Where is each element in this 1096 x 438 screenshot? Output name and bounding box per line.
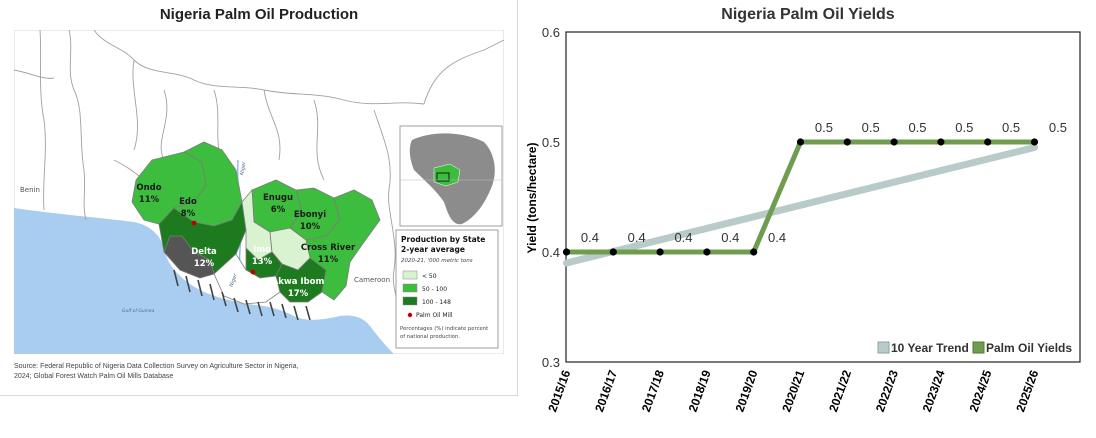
x-tick-label: 2020/21	[779, 368, 807, 414]
state-label-akwa-ibom: Akwa Ibom	[272, 277, 325, 287]
state-pct-delta: 12%	[194, 259, 215, 269]
data-label: 0.4	[674, 230, 692, 245]
x-tick-label: 2017/18	[639, 368, 667, 414]
legend-swatch-mid	[402, 283, 418, 293]
data-label: 0.5	[908, 120, 926, 135]
palm-oil-mill-marker	[250, 269, 256, 275]
yield-point	[984, 138, 992, 146]
yield-point	[937, 138, 945, 146]
state-label-cross-river: Cross River	[301, 243, 356, 253]
yield-chart: Nigeria Palm Oil Yields Yield (tons/hect…	[525, 6, 1081, 414]
yield-point	[703, 248, 711, 256]
river-label-niger: Niger	[239, 160, 247, 175]
x-tick-label: 2025/26	[1013, 368, 1041, 414]
legend-label-high: 100 - 148	[422, 299, 451, 306]
x-tick-label: 2016/17	[592, 368, 620, 414]
data-label: 0.4	[581, 230, 599, 245]
legend-mill-icon	[407, 312, 413, 318]
legend-subtitle: 2020-21, '000 metric tons	[401, 258, 473, 264]
x-tick-label: 2015/16	[545, 368, 573, 414]
state-shape-cross-river	[305, 189, 381, 301]
country-label-cameroon: Cameroon	[354, 276, 390, 284]
x-tick-label: 2022/23	[873, 368, 901, 414]
coast-hatching	[173, 269, 311, 321]
yield-point	[890, 138, 898, 146]
plot-area	[565, 31, 1081, 363]
data-label: 0.4	[768, 230, 786, 245]
legend-title-line1: Production by State	[401, 235, 485, 244]
yield-point	[1030, 138, 1039, 146]
chart-legend: 10 Year Trend Palm Oil Yields	[877, 341, 1072, 355]
state-pct-akwa-ibom: 17%	[288, 289, 309, 299]
legend-mill-label: Palm Oil Mill	[416, 312, 453, 319]
map-source: Source: Federal Republic of Nigeria Data…	[14, 363, 299, 380]
state-label-edo: Edo	[179, 197, 197, 207]
y-axis-label: Yield (tons/hectare)	[525, 143, 539, 254]
state-pct-imo: 13%	[252, 257, 273, 267]
series-layer: 0.4 0.4 0.4 0.4 0.4 0.5 0.5 0.5 0.5 0.5 0.5	[562, 120, 1067, 267]
state-pct-cross-river: 11%	[318, 255, 339, 265]
legend-swatch-trend	[877, 341, 890, 354]
place-labels: Benin Cameroon Gulf of Guinea Niger Nige…	[20, 160, 390, 314]
legend-note-line2: of national production.	[400, 334, 460, 340]
nigeria-map: Ondo 11% Edo 8% Delta 12% Enugu 6% Ebony…	[14, 30, 504, 354]
y-tick-label: 0.4	[542, 245, 560, 260]
yield-point	[656, 248, 664, 256]
data-label: 0.5	[815, 120, 833, 135]
legend-label-yields: Palm Oil Yields	[986, 341, 1072, 355]
sea-area	[14, 208, 394, 354]
legend-swatch-high	[402, 296, 418, 306]
chart-title: Nigeria Palm Oil Yields	[721, 6, 895, 23]
data-label: 0.4	[721, 230, 739, 245]
legend-title-line2: 2-year average	[401, 245, 465, 254]
y-tick-label: 0.5	[542, 135, 560, 150]
y-tick-label: 0.3	[542, 355, 560, 370]
state-label-enugu: Enugu	[263, 193, 293, 203]
yield-point	[750, 248, 758, 256]
legend-swatch-yields	[972, 341, 985, 354]
data-label: 0.5	[862, 120, 880, 135]
data-label: 0.5	[1049, 120, 1067, 135]
x-tick-label: 2021/22	[826, 368, 854, 414]
legend-label-trend: 10 Year Trend	[891, 341, 969, 355]
yield-point	[843, 138, 851, 146]
x-tick-label: 2023/24	[920, 368, 948, 414]
state-pct-edo: 8%	[181, 209, 196, 219]
y-tick-label: 0.6	[542, 25, 560, 40]
x-axis-ticks: 2015/16 2016/17 2017/18 2018/19 2019/20 2020/…	[545, 368, 1041, 414]
data-label: 0.5	[955, 120, 973, 135]
state-label-ondo: Ondo	[136, 183, 161, 193]
x-tick-label: 2019/20	[733, 368, 761, 414]
state-shape-akwa-ibom	[275, 257, 327, 303]
y-axis-ticks: 0.3 0.4 0.5 0.6	[542, 25, 560, 370]
state-pct-ebonyi: 10%	[300, 222, 321, 232]
state-label-delta: Delta	[191, 247, 217, 257]
inset-africa-map	[399, 125, 503, 227]
state-pct-ondo: 11%	[139, 195, 160, 205]
trend-line	[563, 144, 1038, 267]
legend-note-line1: Percentages (%) indicate percent	[400, 326, 488, 332]
state-label-ebonyi: Ebonyi	[294, 210, 326, 220]
state-shape-delta-swamp	[163, 235, 215, 279]
state-labels: Ondo 11% Edo 8% Delta 12% Enugu 6% Ebony…	[136, 183, 356, 299]
yield-point	[796, 138, 805, 146]
map-legend: Production by State 2-year average 2020-…	[395, 229, 499, 349]
state-label-imo: Imo	[253, 245, 271, 255]
sea-label-gulf: Gulf of Guinea	[122, 308, 155, 314]
palm-oil-mill-marker	[191, 220, 197, 226]
map-panel: Nigeria Palm Oil Production	[0, 0, 518, 396]
data-label: 0.5	[1002, 120, 1020, 135]
river-label-niger-lower: Niger	[229, 272, 240, 288]
yield-point	[609, 248, 617, 256]
legend-label-low: < 50	[422, 273, 437, 280]
map-title: Nigeria Palm Oil Production	[159, 6, 359, 23]
yield-point	[562, 248, 571, 256]
x-tick-label: 2018/19	[686, 368, 714, 414]
state-pct-enugu: 6%	[271, 205, 286, 215]
data-label: 0.4	[628, 230, 646, 245]
country-label-benin: Benin	[20, 186, 40, 194]
legend-swatch-low	[402, 270, 418, 280]
legend-label-mid: 50 - 100	[422, 286, 447, 293]
x-tick-label: 2024/25	[967, 368, 995, 414]
